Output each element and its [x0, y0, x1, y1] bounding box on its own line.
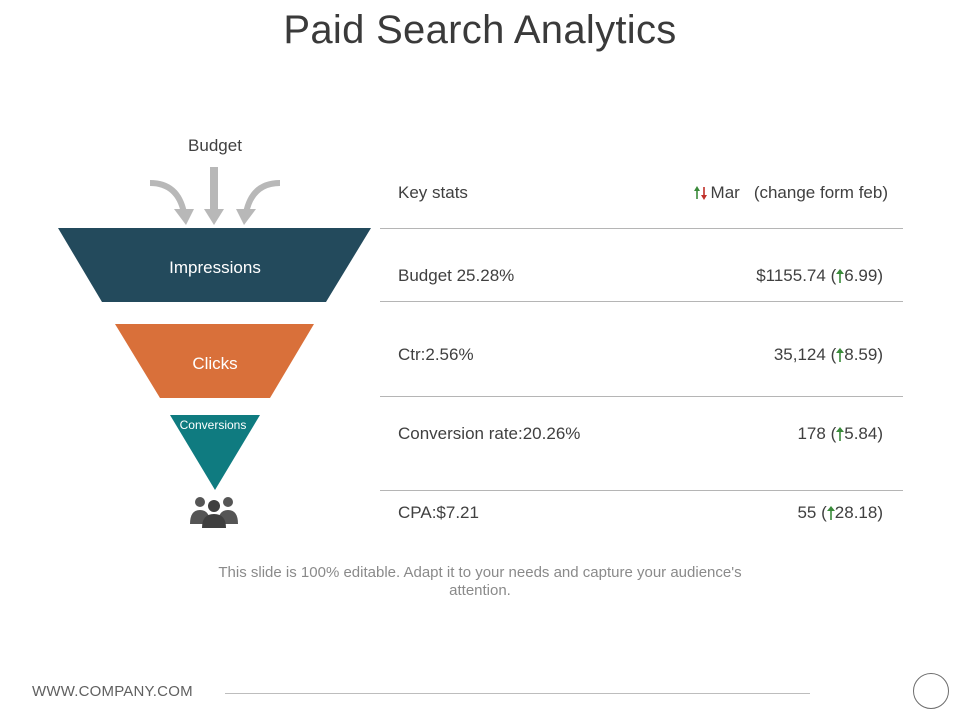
table-divider	[380, 490, 903, 491]
funnel-stage-conversions-label: Conversions	[179, 418, 247, 432]
budget-arrows-icon	[149, 167, 281, 225]
table-divider	[380, 396, 903, 397]
stat-value: 178	[797, 424, 826, 443]
stat-change: 5.84	[844, 424, 878, 443]
funnel-clicks-shape	[115, 324, 314, 398]
funnel-stage-impressions-label: Impressions	[169, 258, 261, 277]
slide-caption: This slide is 100% editable. Adapt it to…	[218, 564, 742, 599]
footer-divider	[225, 693, 810, 694]
stat-value: 55	[797, 503, 817, 522]
stat-label-ctr: Ctr:2.56%	[398, 345, 474, 364]
stat-value-ctr: 35,124 (8.59)	[773, 345, 883, 364]
stat-label-conversion-rate: Conversion rate:20.26%	[398, 424, 581, 443]
month-label: Mar	[710, 183, 740, 202]
change-note-label: (change form feb)	[753, 183, 888, 202]
funnel-stage-clicks-label: Clicks	[192, 354, 238, 373]
stat-value: $1155.74	[756, 266, 826, 285]
stat-change: 8.59	[844, 345, 878, 364]
key-stats-header: Key stats	[398, 183, 468, 202]
up-arrow-icon	[836, 269, 845, 283]
page-title: Paid Search Analytics	[283, 8, 677, 52]
budget-label: Budget	[188, 136, 242, 155]
footer-url: WWW.COMPANY.COM	[32, 683, 193, 700]
stat-label-cpa: CPA:$7.21	[398, 503, 479, 522]
stat-value-cpa: 55 (28.18)	[797, 503, 883, 522]
stat-value-budget: $1155.74 (6.99)	[756, 266, 883, 285]
people-group-icon	[190, 497, 238, 528]
footer-circle-icon	[913, 673, 949, 709]
table-divider	[380, 301, 903, 302]
stat-label-budget: Budget 25.28%	[398, 266, 515, 285]
stat-value: 35,124	[773, 345, 826, 364]
up-down-trend-icon	[693, 186, 707, 200]
funnel-conversions-shape	[170, 415, 260, 490]
up-arrow-icon	[836, 348, 845, 362]
stat-change: 28.18	[834, 503, 878, 522]
up-arrow-icon	[836, 427, 845, 441]
up-arrow-icon	[826, 506, 835, 520]
month-change-header: Mar (change form feb)	[660, 183, 888, 203]
stat-value-conversion-rate: 178 (5.84)	[797, 424, 883, 443]
funnel-impressions-shape	[58, 228, 371, 302]
stat-change: 6.99	[844, 266, 878, 285]
table-divider	[380, 228, 903, 229]
